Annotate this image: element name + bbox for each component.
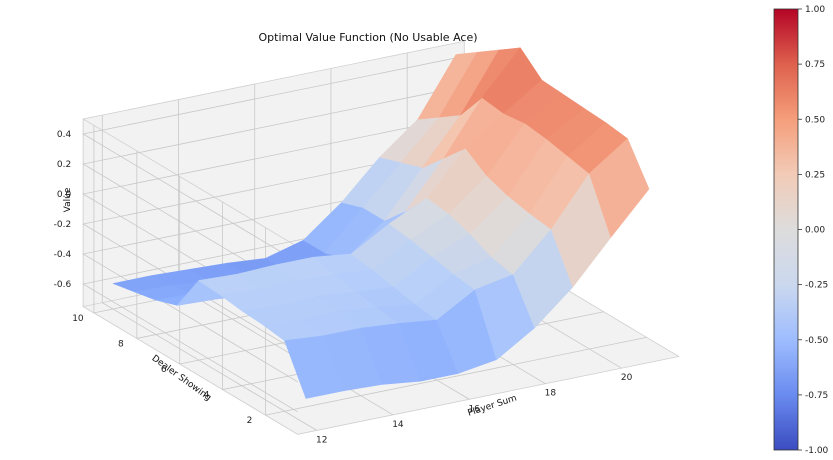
surface-patch [589,138,650,238]
chart-title: Optimal Value Function (No Usable Ace) [258,31,477,44]
colorbar-tick-label: -0.25 [805,281,828,291]
colorbar-tick-label: -0.75 [805,391,828,401]
grid-line [82,175,465,383]
y-tick-label: 10 [72,314,84,324]
z-axis-label: Value [63,187,73,212]
z-tick-label: 0.2 [57,160,71,170]
z-tick-label: -0.2 [54,220,72,230]
x-tick-label: 20 [621,373,633,383]
z-tick-label: -0.6 [54,280,72,290]
colorbar-gradient [773,8,799,451]
grid-line [178,286,394,416]
colorbar-tick-label: 0.25 [805,170,825,180]
grid-line [82,55,465,263]
grid-line [265,336,647,416]
x-tick-label: 18 [545,389,557,399]
colorbar-tick-label: 0.00 [805,226,825,236]
x-tick-label: 14 [392,420,404,430]
colorbar-tick-label: -0.50 [805,336,829,346]
y-tick-label: 2 [247,416,253,426]
colorbar-tick-label: -1.00 [805,446,829,456]
z-tick-label: 0.4 [57,130,72,140]
y-tick-label: 6 [161,365,167,375]
colorbar: -1.00 -0.75 -0.50 -0.25 0.00 0.25 0.50 0.75 1.00 [773,5,829,456]
colorbar-tick-label: 0.75 [805,60,825,70]
value-surface [112,47,650,399]
z-tick-label: -0.4 [54,250,72,260]
x-tick-label: 12 [316,435,327,445]
grid-line [82,85,465,293]
y-tick-label: 8 [118,339,124,349]
grid-line [82,145,465,353]
grid-line [102,302,317,431]
colorbar-tick-label: 1.00 [805,5,825,15]
z-tick-label: 0.0 [57,190,72,200]
y-tick-label: 4 [204,391,210,401]
x-tick-label: 16 [468,404,480,414]
axis-ticks: 12 14 16 18 20 2 4 6 8 10 -0.6 -0.4 -0.2 0.0 0.2 0.4 [54,130,633,445]
colorbar-tick-label: 0.50 [805,115,825,125]
